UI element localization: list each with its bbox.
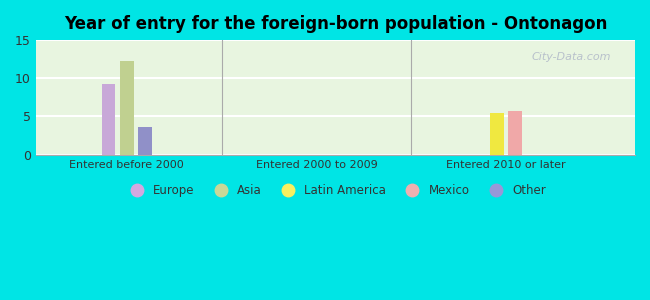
Bar: [138, 127, 152, 154]
Legend: Europe, Asia, Latin America, Mexico, Other: Europe, Asia, Latin America, Mexico, Oth…: [120, 179, 551, 201]
Bar: [508, 111, 522, 154]
Title: Year of entry for the foreign-born population - Ontonagon: Year of entry for the foreign-born popul…: [64, 15, 607, 33]
Bar: [102, 84, 116, 154]
Bar: [120, 61, 134, 154]
Text: City-Data.com: City-Data.com: [532, 52, 611, 61]
Bar: [490, 112, 504, 154]
